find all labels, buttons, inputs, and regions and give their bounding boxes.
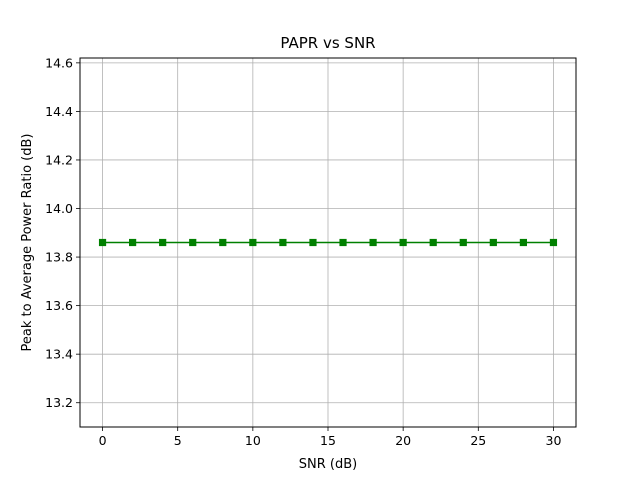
x-tick-label: 30 — [546, 433, 562, 448]
series-layer — [98, 238, 558, 247]
data-point — [489, 238, 497, 247]
data-point — [459, 238, 467, 247]
y-tick-label: 14.6 — [45, 55, 73, 70]
x-tick-label: 0 — [99, 433, 107, 448]
y-axis-ticks: 13.2 13.4 13.6 13.8 14.0 14.2 14.4 14.6 — [45, 55, 80, 410]
y-tick-label: 14.4 — [45, 104, 73, 119]
x-tick-label: 20 — [395, 433, 411, 448]
data-point — [429, 238, 437, 247]
y-tick-label: 14.0 — [45, 201, 73, 216]
data-point — [279, 238, 287, 247]
y-tick-label: 13.2 — [45, 395, 73, 410]
data-point — [519, 238, 527, 247]
data-point — [369, 238, 377, 247]
data-point — [339, 238, 347, 247]
data-point — [219, 238, 227, 247]
y-tick-label: 13.8 — [45, 250, 73, 265]
data-point — [189, 238, 197, 247]
x-axis-ticks: 0 5 10 15 20 25 30 — [99, 427, 562, 448]
x-tick-label: 25 — [470, 433, 486, 448]
chart-title: PAPR vs SNR — [280, 34, 375, 52]
y-tick-label: 13.6 — [45, 298, 73, 313]
x-axis-label: SNR (dB) — [299, 457, 357, 472]
x-tick-label: 10 — [245, 433, 261, 448]
x-tick-label: 15 — [320, 433, 336, 448]
data-point — [129, 238, 137, 247]
data-point — [309, 238, 317, 247]
y-axis-label: Peak to Average Power Ratio (dB) — [20, 134, 35, 352]
x-tick-label: 5 — [174, 433, 182, 448]
data-point — [98, 238, 107, 247]
y-tick-label: 13.4 — [45, 347, 73, 362]
data-point — [399, 238, 407, 247]
data-point — [549, 238, 558, 247]
data-point — [249, 238, 257, 247]
y-tick-label: 14.2 — [45, 152, 73, 167]
data-point — [159, 238, 167, 247]
